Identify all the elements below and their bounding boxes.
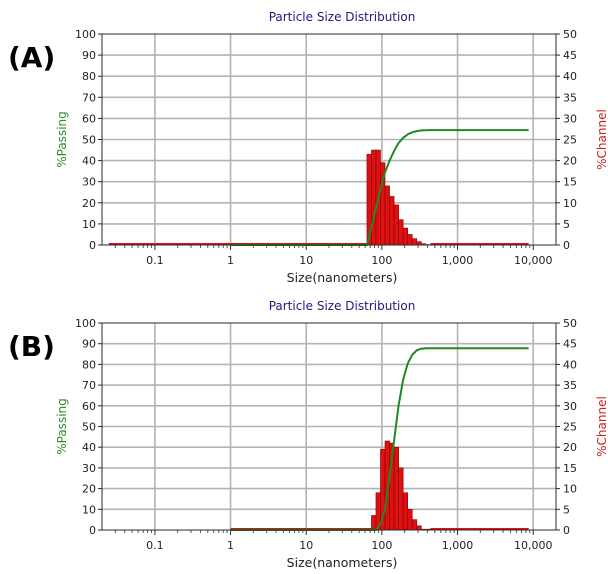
y-right-tick-label: 5 <box>563 503 570 516</box>
y-right-tick-label: 0 <box>563 524 570 537</box>
y-right-tick-label: 10 <box>563 197 577 210</box>
y-left-axis-label: %Passing <box>55 398 69 455</box>
chart-panel-1: Particle Size Distribution(A)01020304050… <box>8 10 608 285</box>
y-left-tick-label: 80 <box>82 70 96 83</box>
y-left-tick-label: 40 <box>82 155 96 168</box>
y-left-tick-label: 40 <box>82 441 96 454</box>
y-left-tick-label: 100 <box>75 317 96 330</box>
y-right-tick-label: 50 <box>563 317 577 330</box>
panel-label: (A) <box>8 41 55 74</box>
histogram-bar <box>402 492 409 531</box>
histogram-bar <box>371 149 377 246</box>
y-right-tick-label: 40 <box>563 358 577 371</box>
y-right-axis-label: %Channel <box>595 396 608 457</box>
passing-curve <box>230 129 529 246</box>
y-left-tick-label: 10 <box>82 503 96 516</box>
histogram-bar <box>411 238 418 246</box>
histogram-bar <box>407 234 413 246</box>
x-tick-label: 10 <box>299 254 313 267</box>
chart-title: Particle Size Distribution <box>269 299 416 313</box>
x-tick-label: 1,000 <box>442 539 474 552</box>
x-tick-label: 10,000 <box>514 254 553 267</box>
histogram-bar <box>416 525 422 531</box>
histogram-bar <box>398 219 404 246</box>
y-left-tick-label: 30 <box>82 176 96 189</box>
histogram-bar <box>411 519 418 531</box>
y-right-tick-label: 25 <box>563 134 577 147</box>
y-right-tick-label: 5 <box>563 218 570 231</box>
x-tick-label: 10 <box>299 539 313 552</box>
plot-frame <box>101 322 557 531</box>
x-tick-label: 10,000 <box>514 539 553 552</box>
y-left-tick-label: 50 <box>82 134 96 147</box>
y-right-tick-label: 35 <box>563 379 577 392</box>
y-right-tick-label: 30 <box>563 400 577 413</box>
x-tick-label: 1 <box>227 254 234 267</box>
plot-frame <box>101 33 557 246</box>
y-right-tick-label: 35 <box>563 91 577 104</box>
y-left-tick-label: 0 <box>89 239 96 252</box>
histogram-bar <box>398 467 404 531</box>
x-tick-label: 100 <box>371 539 392 552</box>
histogram-bar <box>384 185 390 246</box>
y-left-tick-label: 20 <box>82 483 96 496</box>
chart-title: Particle Size Distribution <box>269 10 416 24</box>
y-right-tick-label: 45 <box>563 338 577 351</box>
x-tick-label: 1,000 <box>442 254 474 267</box>
y-left-axis-label: %Passing <box>55 111 69 168</box>
passing-curve <box>230 347 529 531</box>
histogram-bar <box>407 508 413 531</box>
y-left-tick-label: 20 <box>82 197 96 210</box>
y-right-tick-label: 30 <box>563 112 577 125</box>
y-right-tick-label: 45 <box>563 49 577 62</box>
y-right-tick-label: 0 <box>563 239 570 252</box>
y-right-axis-label: %Channel <box>595 109 608 170</box>
y-right-tick-label: 10 <box>563 483 577 496</box>
y-right-tick-label: 50 <box>563 28 577 41</box>
y-right-tick-label: 40 <box>563 70 577 83</box>
histogram-bar <box>389 196 395 246</box>
y-left-tick-label: 100 <box>75 28 96 41</box>
x-axis-label: Size(nanometers) <box>287 270 398 285</box>
histogram-bar <box>416 241 422 246</box>
x-axis-label: Size(nanometers) <box>287 555 398 570</box>
y-left-tick-label: 70 <box>82 91 96 104</box>
histogram-bar <box>371 515 377 531</box>
panel-label: (B) <box>8 330 55 363</box>
chart-panel-2: Particle Size Distribution(B)01020304050… <box>8 299 608 570</box>
x-tick-label: 0.1 <box>146 539 164 552</box>
y-right-tick-label: 20 <box>563 441 577 454</box>
y-right-tick-label: 25 <box>563 421 577 434</box>
y-left-tick-label: 60 <box>82 400 96 413</box>
y-left-tick-label: 60 <box>82 112 96 125</box>
y-right-tick-label: 15 <box>563 176 577 189</box>
y-left-tick-label: 90 <box>82 338 96 351</box>
y-left-tick-label: 10 <box>82 218 96 231</box>
y-right-tick-label: 15 <box>563 462 577 475</box>
y-left-tick-label: 30 <box>82 462 96 475</box>
y-left-tick-label: 70 <box>82 379 96 392</box>
x-tick-label: 0.1 <box>146 254 164 267</box>
y-left-tick-label: 0 <box>89 524 96 537</box>
x-tick-label: 1 <box>227 539 234 552</box>
y-left-tick-label: 80 <box>82 358 96 371</box>
histogram-bar <box>402 227 409 246</box>
y-left-tick-label: 50 <box>82 421 96 434</box>
y-right-tick-label: 20 <box>563 155 577 168</box>
x-tick-label: 100 <box>371 254 392 267</box>
histogram-bar <box>393 204 399 246</box>
histogram-bar <box>393 446 399 531</box>
y-left-tick-label: 90 <box>82 49 96 62</box>
